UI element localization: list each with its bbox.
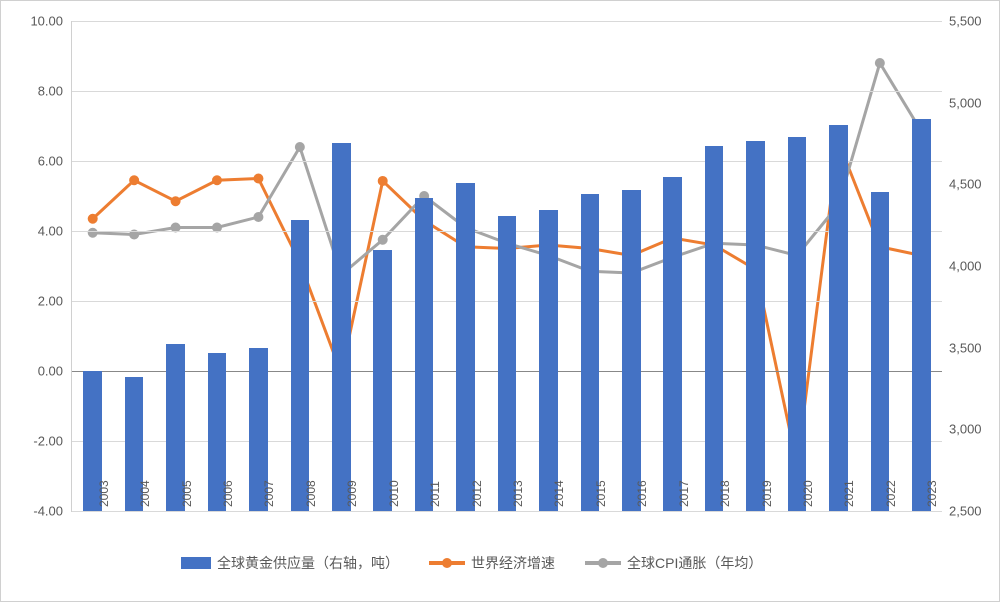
gridline: [72, 91, 942, 92]
line-marker: [378, 235, 388, 245]
x-axis-label: 2003: [97, 480, 111, 507]
x-axis-label: 2005: [180, 480, 194, 507]
x-axis-label: 2004: [138, 480, 152, 507]
y-axis-right-label: 5,000: [949, 95, 982, 110]
legend-label: 世界经济增速: [471, 553, 555, 573]
legend-swatch: [585, 561, 621, 565]
legend-item: 全球黄金供应量（右轴，吨）: [181, 553, 399, 573]
x-axis-label: 2014: [552, 480, 566, 507]
line-marker: [171, 196, 181, 206]
y-axis-left-label: 4.00: [1, 224, 63, 239]
bar: [373, 250, 392, 511]
x-axis-label: 2015: [594, 480, 608, 507]
bar: [871, 192, 890, 511]
x-axis-label: 2006: [221, 480, 235, 507]
x-axis-label: 2011: [428, 481, 442, 507]
bar: [912, 119, 931, 511]
legend-swatch: [181, 557, 211, 569]
x-axis-label: 2013: [511, 480, 525, 507]
bar: [498, 216, 517, 511]
bar: [291, 220, 310, 511]
x-axis-label: 2023: [925, 480, 939, 507]
y-axis-left-label: 8.00: [1, 84, 63, 99]
y-axis-right-label: 3,500: [949, 340, 982, 355]
plot-area: [71, 21, 942, 512]
x-axis-label: 2007: [262, 480, 276, 507]
line-marker: [253, 174, 263, 184]
line-marker: [88, 228, 98, 238]
x-axis-label: 2020: [801, 480, 815, 507]
y-axis-right-label: 3,000: [949, 422, 982, 437]
y-axis-left-label: -2.00: [1, 434, 63, 449]
y-axis-left-label: 0.00: [1, 364, 63, 379]
line-marker: [212, 175, 222, 185]
bar: [746, 141, 765, 511]
legend-item: 全球CPI通胀（年均）: [585, 553, 762, 573]
gridline: [72, 21, 942, 22]
bar: [829, 125, 848, 511]
bar: [332, 143, 351, 511]
gridline: [72, 161, 942, 162]
y-axis-left-label: 6.00: [1, 154, 63, 169]
legend-label: 全球CPI通胀（年均）: [627, 553, 762, 573]
y-axis-right-label: 2,500: [949, 504, 982, 519]
line-marker: [875, 58, 885, 68]
chart-legend: 全球黄金供应量（右轴，吨） 世界经济增速 全球CPI通胀（年均）: [181, 533, 979, 593]
dual-axis-chart: 全球黄金供应量（右轴，吨） 世界经济增速 全球CPI通胀（年均） -4.00 -2.0…: [0, 0, 1000, 602]
x-axis-label: 2017: [677, 480, 691, 507]
y-axis-right-label: 4,500: [949, 177, 982, 192]
bar: [788, 137, 807, 511]
y-axis-right-label: 4,000: [949, 259, 982, 274]
y-axis-right-label: 5,500: [949, 14, 982, 29]
x-axis-label: 2019: [760, 480, 774, 507]
x-axis-label: 2010: [387, 480, 401, 507]
x-axis-label: 2016: [635, 480, 649, 507]
legend-item: 世界经济增速: [429, 553, 555, 573]
line-marker: [129, 175, 139, 185]
line-marker: [88, 214, 98, 224]
x-axis-label: 2021: [842, 480, 856, 507]
x-axis-label: 2022: [884, 480, 898, 507]
legend-label: 全球黄金供应量（右轴，吨）: [217, 553, 399, 573]
line-marker: [378, 176, 388, 186]
bar: [456, 183, 475, 511]
x-axis-label: 2009: [345, 480, 359, 507]
y-axis-left-label: 2.00: [1, 294, 63, 309]
x-axis-label: 2008: [304, 480, 318, 507]
gridline: [72, 511, 942, 512]
y-axis-left-label: -4.00: [1, 504, 63, 519]
bar: [415, 198, 434, 511]
bar: [663, 177, 682, 511]
x-axis-label: 2018: [718, 480, 732, 507]
bar: [539, 210, 558, 512]
line-marker: [253, 212, 263, 222]
bar: [622, 190, 641, 511]
y-axis-left-label: 10.00: [1, 14, 63, 29]
line-marker: [295, 142, 305, 152]
x-axis-label: 2012: [470, 480, 484, 507]
legend-swatch: [429, 561, 465, 565]
bar: [581, 194, 600, 511]
bar: [705, 146, 724, 511]
